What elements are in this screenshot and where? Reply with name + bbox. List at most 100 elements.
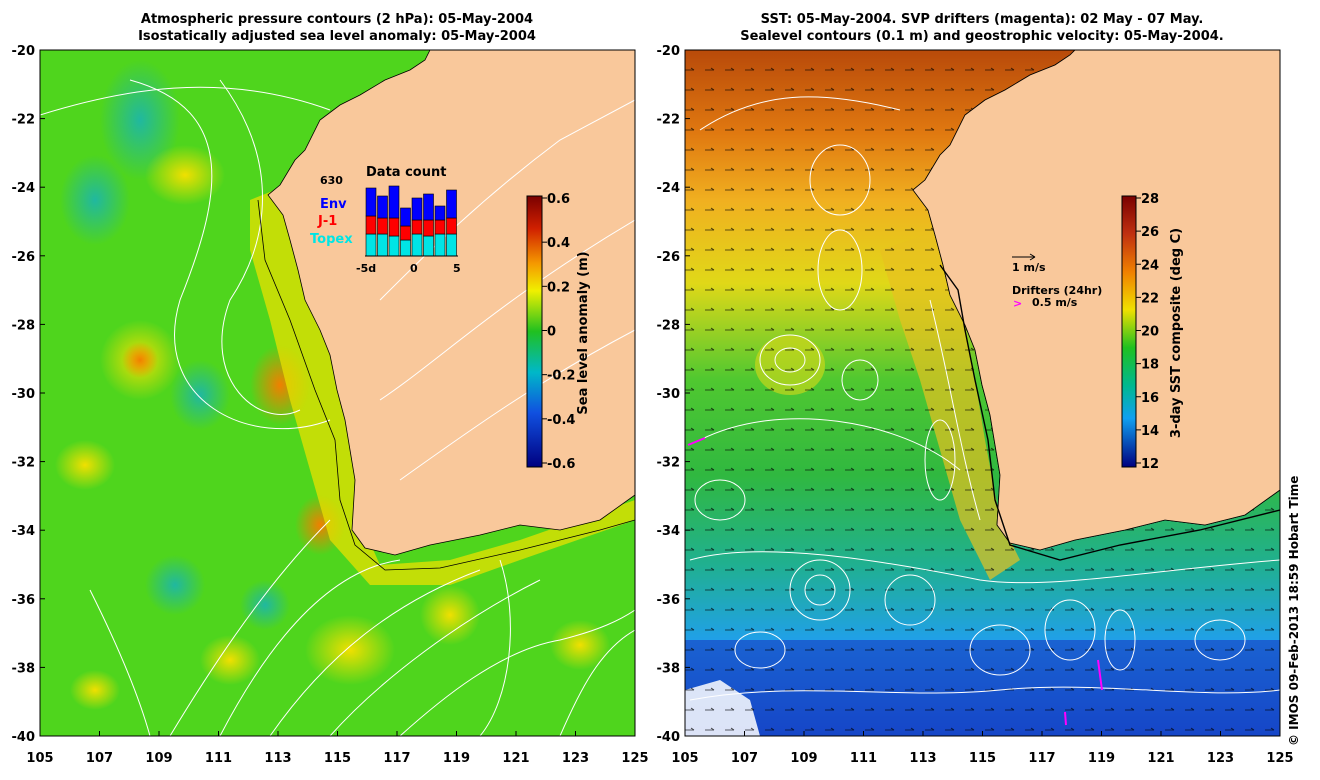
inset-bar-segment [377,217,388,235]
left-map [40,50,635,736]
lon-label: 111 [850,751,877,766]
inset-bar-segment [411,233,423,257]
colorbar-tick-label: 18 [1141,358,1159,373]
drifter-marker-icon: > [1013,297,1022,310]
inset-bar-segment [388,217,400,237]
lat-label: -30 [657,387,681,402]
inset-bar-segment [446,233,457,257]
inset-bar-segment [377,233,388,257]
lat-label: -34 [12,524,36,539]
lat-label: -28 [12,318,36,333]
legend-topex: Topex [310,232,353,247]
inset-x-label-end: 5 [453,262,461,275]
colorbar-tick-label: 20 [1141,325,1159,340]
australia-land-left [267,50,635,556]
inset-bar-segment [400,239,411,257]
sla-colorbar-label: Sea level anomaly (m) [576,251,591,414]
velocity-legend: 1 m/s Drifters (24hr) > 0.5 m/s [1012,253,1102,310]
lon-label: 113 [909,751,936,766]
lat-label: -22 [12,113,36,128]
colorbar-tick-label: 0 [547,325,556,340]
inset-bar-segment [423,193,434,221]
lon-label: 105 [671,751,698,766]
colorbar-tick-label: -0.6 [547,457,575,472]
lon-label: 121 [1147,751,1174,766]
lat-label: -40 [12,730,36,745]
lat-label: -24 [657,181,681,196]
right-title-line1: SST: 05-May-2004. SVP drifters (magenta)… [761,12,1204,27]
lat-label: -28 [657,318,681,333]
lon-label: 123 [562,751,589,766]
colorbar-tick-label: -0.2 [547,369,575,384]
lat-label: -38 [657,661,681,676]
lat-label: -40 [657,730,681,745]
legend-env: Env [320,197,347,212]
lat-label: -36 [657,593,681,608]
lon-label: 113 [264,751,291,766]
colorbar-tick-label: -0.4 [547,413,575,428]
lon-label: 123 [1207,751,1234,766]
colorbar-tick-label: 28 [1141,192,1159,207]
colorbar-tick-label: 14 [1141,424,1159,439]
colorbar-tick-label: 16 [1141,391,1159,406]
colorbar-tick-label: 22 [1141,291,1159,306]
lon-label: 117 [383,751,410,766]
lon-label: 119 [443,751,470,766]
lon-label: 115 [969,751,996,766]
inset-bar-segment [411,219,423,235]
sst-colorbar: 28 26 24 22 20 18 16 14 12 3-day SST composite (… [1121,192,1184,472]
lon-label: 115 [324,751,351,766]
inset-bar-segment [365,233,377,257]
lat-label: -32 [657,456,681,471]
velocity-legend-label: 1 m/s [1012,261,1046,274]
inset-bar-segment [434,233,446,257]
lon-label: 109 [790,751,817,766]
data-count-inset: Data count 630 Env J-1 Topex -5d 0 5 [310,165,461,275]
inset-bar-segment [365,215,377,235]
lat-label: -20 [12,44,36,59]
lat-label: -26 [12,250,36,265]
drifter-legend-speed: 0.5 m/s [1032,296,1078,309]
lat-label: -20 [657,44,681,59]
lon-label: 107 [731,751,758,766]
lon-label: 109 [145,751,172,766]
colorbar-tick-label: 26 [1141,225,1159,240]
colorbar-tick-label: 0.6 [547,192,570,207]
inset-bar-segment [365,187,377,217]
right-title-line2: Sealevel contours (0.1 m) and geostrophi… [740,29,1223,44]
lat-label: -22 [657,113,681,128]
credit-text: © IMOS 09-Feb-2013 18:59 Hobart Time [1287,475,1301,746]
lon-label: 105 [26,751,53,766]
inset-x-label-start: -5d [356,262,376,275]
lon-label: 117 [1028,751,1055,766]
axis-labels: -20 -22 -24 -26 -28 -30 -32 -34 -36 -38 -40 105 107 1… [12,44,1294,766]
inset-bar-segment [434,219,446,235]
inset-bars [365,185,457,257]
inset-title: Data count [366,165,446,180]
lon-label: 121 [502,751,529,766]
inset-bar-segment [400,225,411,241]
inset-bar-segment [434,205,446,221]
lon-label: 125 [621,751,648,766]
inset-bar-segment [388,235,400,257]
colorbar-tick-label: 24 [1141,258,1159,273]
lon-label: 111 [205,751,232,766]
sst-colorbar-label: 3-day SST composite (deg C) [1169,228,1184,438]
inset-bar-segment [411,197,423,221]
lon-label: 119 [1088,751,1115,766]
inset-max-label: 630 [320,174,343,187]
inset-x-label-mid: 0 [410,262,418,275]
colorbar-tick-label: 0.2 [547,280,570,295]
lat-label: -32 [12,456,36,471]
colorbar-tick-label: 0.4 [547,236,570,251]
lat-label: -26 [657,250,681,265]
inset-bar-segment [400,207,411,227]
lon-label: 125 [1266,751,1293,766]
lat-label: -30 [12,387,36,402]
lat-label: -38 [12,661,36,676]
right-map [685,50,1280,736]
legend-j1: J-1 [317,214,337,229]
left-title-line2: Isostatically adjusted sea level anomaly… [138,29,536,44]
left-title-line1: Atmospheric pressure contours (2 hPa): 0… [141,12,533,27]
